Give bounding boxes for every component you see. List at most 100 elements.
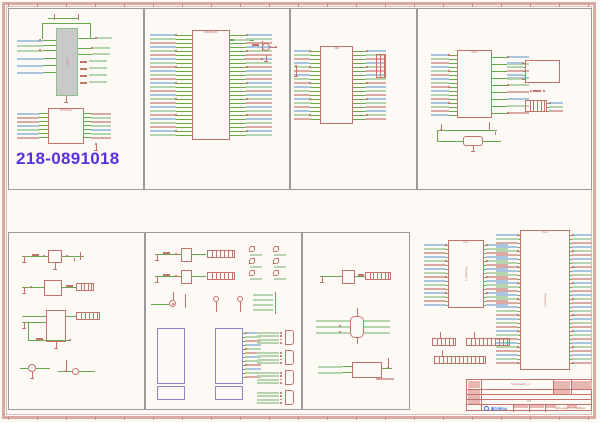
net-stub — [572, 318, 592, 320]
pin-wire — [230, 55, 246, 56]
net-stub — [150, 118, 176, 120]
pin-wire — [570, 279, 572, 280]
pin-wire — [449, 59, 457, 60]
pci-ic[interactable] — [192, 30, 230, 140]
pin-wire — [523, 79, 525, 80]
rj45-net — [257, 352, 279, 354]
net-stub — [366, 86, 386, 88]
net-stub — [431, 58, 449, 60]
gpio-header[interactable] — [525, 100, 547, 112]
pin-wire — [570, 259, 572, 260]
transistor-5[interactable] — [237, 296, 243, 302]
junction — [280, 382, 282, 384]
iface-header-2[interactable] — [207, 272, 235, 280]
analog-header-1[interactable] — [365, 272, 391, 280]
diode[interactable] — [249, 258, 255, 264]
diode[interactable] — [273, 246, 279, 252]
pin-wire — [518, 315, 520, 316]
cpu-power-ic[interactable] — [48, 108, 84, 144]
net-stub — [572, 250, 592, 252]
pin-wire — [176, 91, 192, 92]
reg3-ic[interactable] — [46, 310, 66, 342]
diode[interactable] — [273, 270, 279, 276]
net-stub — [424, 272, 446, 274]
pin-wire — [446, 289, 448, 290]
power-header-2[interactable] — [76, 312, 100, 320]
analog-ic-2[interactable] — [350, 316, 364, 338]
pin-wire — [570, 323, 572, 324]
diode[interactable] — [249, 246, 255, 252]
pin-wire — [570, 355, 572, 356]
net-stub — [294, 98, 310, 100]
junction — [448, 102, 450, 104]
processor2-connector[interactable] — [520, 230, 570, 370]
transistor-3[interactable] — [169, 300, 176, 307]
pin-wire — [310, 55, 320, 56]
analog-ic-1[interactable] — [342, 270, 355, 284]
power-header-1[interactable] — [76, 283, 94, 291]
net-stub — [150, 90, 176, 92]
rj45-jack[interactable] — [285, 330, 294, 345]
net-stub — [507, 74, 523, 76]
rj45-jack[interactable] — [285, 370, 294, 385]
sheet-frame-1[interactable] — [8, 8, 144, 190]
reg1-ic[interactable] — [48, 250, 62, 263]
net-stub — [496, 278, 518, 280]
net-stub — [246, 118, 272, 120]
pin-wire — [570, 239, 572, 240]
title-block[interactable]: Schematic1_1 A3 Schematic1_1.SchDoc 嘉立创E… — [466, 379, 592, 412]
analog-ic-3[interactable] — [352, 362, 382, 378]
reg2-ic[interactable] — [44, 280, 62, 296]
transistor-1[interactable] — [28, 364, 36, 372]
crystal[interactable] — [262, 43, 270, 51]
pin-wire — [353, 63, 366, 64]
pin-wire — [449, 91, 457, 92]
junction — [517, 330, 519, 332]
gpio-regulator[interactable] — [463, 136, 483, 146]
net-stub — [246, 130, 272, 132]
pin-wire — [484, 277, 486, 278]
pin-wire — [176, 71, 192, 72]
usb-ic[interactable] — [320, 46, 353, 124]
sheet-frame-5[interactable] — [8, 232, 145, 410]
pin-wire — [230, 63, 246, 64]
sheet-frame-2[interactable] — [144, 8, 290, 190]
pin-wire — [570, 243, 572, 244]
sheet-frame-3[interactable] — [290, 8, 417, 190]
diode[interactable] — [249, 270, 255, 276]
iface-ic-1[interactable] — [157, 328, 185, 384]
pin-wire — [446, 281, 448, 282]
cpu-ic[interactable] — [56, 28, 78, 96]
opto-1[interactable] — [181, 248, 192, 262]
company-name: 嘉立创EDA — [491, 406, 508, 411]
sheet-frame-7[interactable] — [302, 232, 410, 410]
junction — [366, 82, 368, 84]
iface-header-1[interactable] — [207, 250, 235, 258]
net-stub — [431, 66, 449, 68]
conn-header-2[interactable] — [466, 338, 510, 346]
usb-connector[interactable] — [376, 54, 386, 78]
gpio-module[interactable] — [525, 60, 560, 83]
rj45-jack[interactable] — [285, 350, 294, 365]
conn-header-3[interactable] — [434, 356, 486, 364]
transistor-2[interactable] — [72, 368, 79, 375]
sheet-frame-4[interactable] — [417, 8, 592, 190]
junction — [175, 98, 177, 100]
pin-wire — [518, 255, 520, 256]
iface-ic-3[interactable] — [215, 328, 243, 384]
net-stub — [496, 238, 518, 240]
diode[interactable] — [273, 258, 279, 264]
iface-ic-2[interactable] — [157, 386, 185, 400]
rj45-jack[interactable] — [285, 390, 294, 405]
pin-wire — [570, 307, 572, 308]
conn-header-1[interactable] — [432, 338, 456, 346]
processor1-connector[interactable] — [448, 240, 484, 308]
iface-ic-4[interactable] — [215, 386, 243, 400]
pin-wire — [230, 47, 246, 48]
gpio-ic[interactable] — [457, 50, 492, 118]
rj45-net — [257, 392, 279, 394]
sheet-frame-6[interactable] — [145, 232, 302, 410]
pin-wire — [570, 235, 572, 236]
transistor-4[interactable] — [213, 296, 219, 302]
opto-2[interactable] — [181, 270, 192, 284]
